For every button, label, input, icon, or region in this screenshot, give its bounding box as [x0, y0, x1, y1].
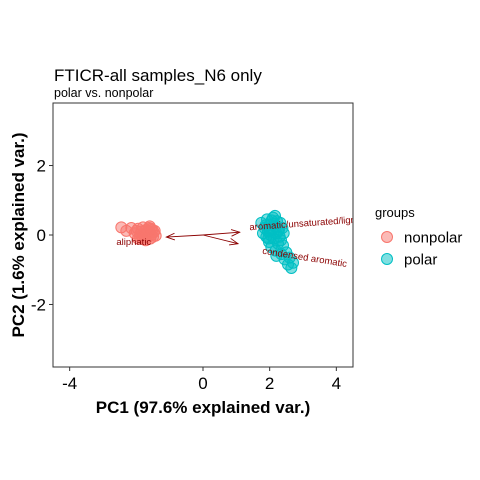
legend-key-nonpolar: [381, 231, 393, 243]
x-tick-label: 4: [332, 374, 341, 393]
vector-arrow-1: [202, 231, 240, 236]
y-axis-title: PC2 (1.6% explained var.): [9, 132, 28, 337]
x-axis: -4 0 2 4: [62, 367, 341, 393]
legend: groups nonpolar polar: [375, 205, 462, 269]
legend-label-polar: polar: [404, 252, 437, 269]
point-polar-38: [270, 249, 283, 262]
vector-arrowhead-1: [230, 229, 241, 237]
x-tick-label: 0: [198, 374, 207, 393]
x-tick-label: -4: [62, 374, 77, 393]
y-tick-label: -2: [31, 295, 46, 314]
vector-arrow-0: [166, 234, 204, 238]
point-nonpolar-29: [145, 222, 157, 235]
point-polar-37: [275, 234, 287, 247]
legend-label-nonpolar: nonpolar: [404, 230, 462, 247]
vector-label-2: condensed aromatic: [262, 246, 348, 270]
y-tick-label: 2: [37, 157, 46, 176]
y-axis: -2 0 2: [31, 157, 53, 314]
vector-arrowhead-2: [229, 238, 240, 246]
point-polar-39: [269, 209, 281, 222]
vector-arrowhead-0: [165, 232, 176, 241]
x-tick-label: 2: [265, 374, 274, 393]
legend-title: groups: [375, 205, 415, 220]
vector-label-0: aliphatic: [116, 237, 151, 248]
x-axis-title: PC1 (97.6% explained var.): [96, 398, 311, 417]
point-polar-30: [287, 256, 299, 269]
vector-arrow-2: [202, 234, 239, 245]
legend-key-polar: [381, 253, 393, 265]
chart-subtitle: polar vs. nonpolar: [54, 86, 153, 100]
point-polar-34: [262, 232, 275, 245]
chart-title: FTICR-all samples_N6 only: [54, 66, 262, 85]
y-tick-label: 0: [37, 226, 46, 245]
